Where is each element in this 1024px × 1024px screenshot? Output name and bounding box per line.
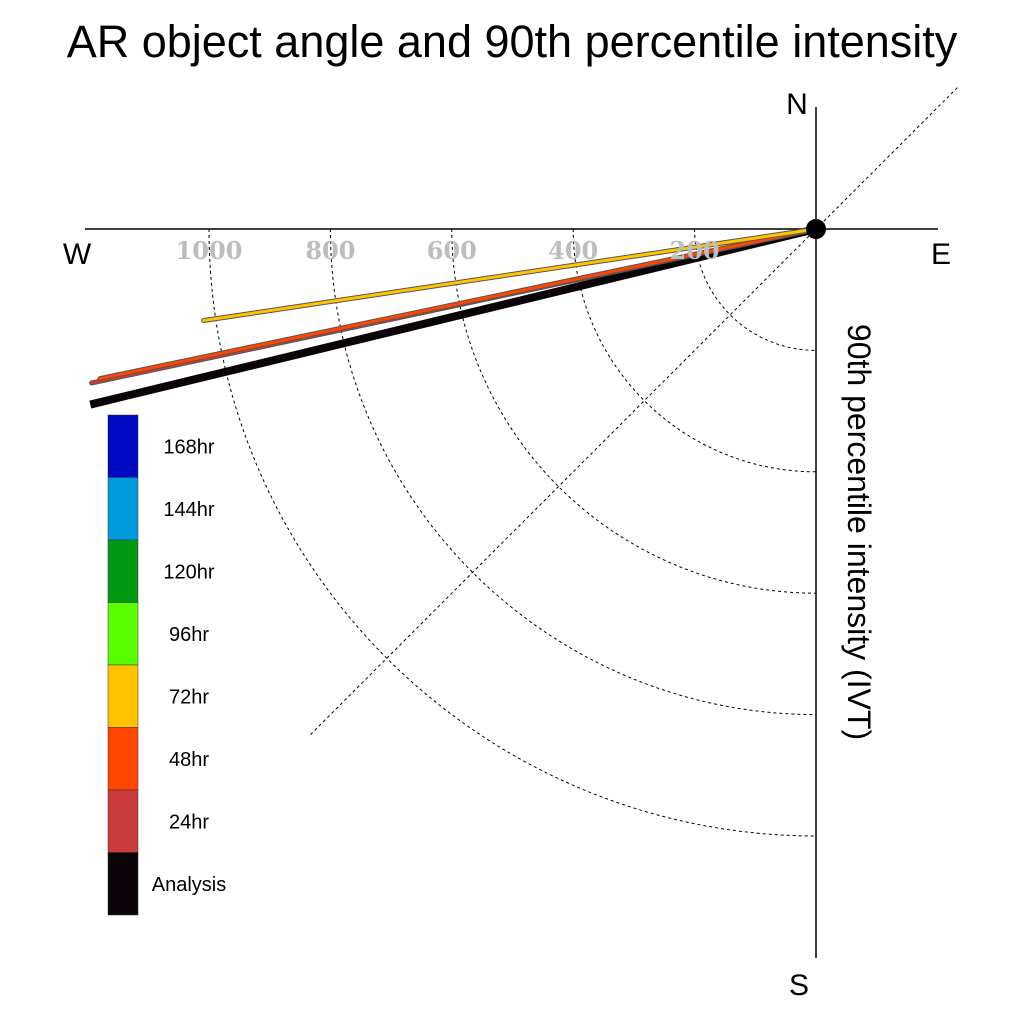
legend-swatch <box>107 727 139 791</box>
west-label: W <box>63 238 92 271</box>
legend-label: 144hr <box>163 499 214 521</box>
legend-label: 72hr <box>169 686 209 708</box>
legend-swatch <box>107 789 139 853</box>
legend-label: 168hr <box>163 436 214 458</box>
series-line-48hr <box>98 227 818 381</box>
series-line-analysis <box>89 225 817 409</box>
origin-dot <box>806 219 826 239</box>
legend-label: 48hr <box>169 749 209 771</box>
radial-tick-label: 1000 <box>176 236 243 265</box>
legend-label: 24hr <box>169 811 209 833</box>
north-label: N <box>786 88 808 121</box>
south-label: S <box>789 969 809 1002</box>
radial-tick-label: 600 <box>427 236 477 265</box>
legend-label: 120hr <box>163 561 214 583</box>
grid-ring <box>208 228 817 837</box>
series-lines <box>89 225 819 409</box>
series-line-72hr <box>202 227 818 323</box>
grid-ring <box>572 228 817 473</box>
legend-label: Analysis <box>152 874 226 896</box>
legend: 168hr 144hr 120hr 96hr 72hr 48hr 24hr Analysis <box>107 414 226 916</box>
radial-ticks: 200 400 600 800 1000 <box>176 236 720 265</box>
radial-tick-label: 400 <box>548 236 598 265</box>
legend-label: 96hr <box>169 624 209 646</box>
radial-tick-label: 800 <box>305 236 355 265</box>
legend-swatch <box>107 602 139 666</box>
legend-swatch <box>107 664 139 728</box>
legend-swatch <box>107 414 139 478</box>
grid-ring <box>329 228 817 716</box>
y-axis-label: 90th percentile intensity (IVT) <box>841 324 877 740</box>
chart-title: AR object angle and 90th percentile inte… <box>67 16 958 67</box>
radial-tick-label: 200 <box>670 236 720 265</box>
legend-swatch <box>107 477 139 541</box>
legend-swatch <box>107 539 139 603</box>
legend-swatch <box>107 852 139 916</box>
grid-diagonal <box>310 87 958 735</box>
east-label: E <box>931 238 951 271</box>
